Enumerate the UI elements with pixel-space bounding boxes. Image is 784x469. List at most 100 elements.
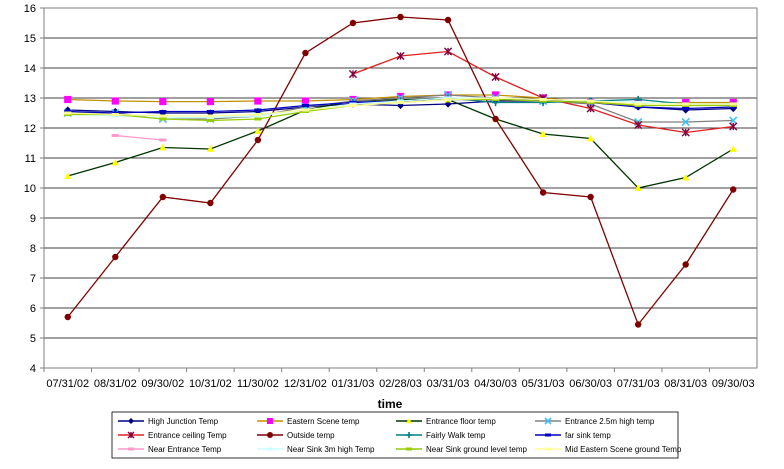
legend-item: far sink temp [535,431,611,440]
data-point [545,433,551,437]
data-point [254,108,262,112]
data-point [587,193,594,201]
data-point [443,47,453,56]
data-point [128,447,134,451]
y-tick-label: 10 [24,183,36,195]
data-point [729,122,738,131]
y-tick-labels: 4 5 6 7 8 9 10 11 12 13 14 15 16 [24,3,36,375]
data-point [159,98,167,106]
data-point [301,97,310,105]
legend-label: Near Sink ground level temp [426,445,527,454]
data-point [64,313,71,321]
data-point [544,417,552,425]
series-near-entrance-temp [111,134,167,142]
data-point [729,102,737,106]
x-tick-label: 07/31/02 [46,378,89,390]
legend-item: Fairly Walk temp [396,431,486,440]
y-tick-label: 11 [25,153,36,165]
legend-item: Entrance ceiling Temp [118,431,227,440]
data-point [267,418,273,424]
data-point [254,113,262,116]
data-point [111,158,119,166]
data-point [730,186,737,193]
legend-label: far sink temp [565,431,611,440]
legend-label: Near Sink 3m high Temp [287,445,375,454]
y-tick-label: 13 [24,93,36,105]
data-point [406,418,412,424]
legend-item: Entrance 2.5m high temp [535,417,655,426]
data-point [159,110,167,113]
data-point [207,199,214,207]
legend-label: Entrance floor temp [426,417,496,426]
y-tick-label: 14 [24,63,36,75]
y-tick-label: 8 [30,243,36,255]
data-point [64,172,72,179]
legend-item: Outside temp [257,431,335,440]
x-tick-label: 08/31/02 [94,378,137,390]
y-tick-label: 9 [30,213,36,225]
data-point [159,143,167,151]
data-point [634,184,642,191]
data-point [545,447,551,451]
data-point [206,114,214,118]
legend-label: Outside temp [287,431,335,440]
data-point [348,69,358,79]
x-tick-label: 12/31/02 [284,378,327,390]
data-point [491,72,500,82]
x-tick-label: 09/30/02 [141,378,184,390]
data-point [128,418,134,424]
y-tick-label: 15 [24,33,36,45]
data-point [539,189,547,196]
legend-item: Mid Eastern Scene ground Temp [535,445,682,454]
data-point [491,91,500,99]
data-point [681,128,690,137]
data-point [729,145,737,152]
data-point [396,101,405,104]
x-tick-label: 02/28/03 [379,378,422,390]
legend-label: Entrance 2.5m high temp [565,417,655,426]
data-point [539,98,547,101]
y-tick-label: 12 [24,123,36,135]
legend-label: Near Entrance Temp [148,445,222,454]
legend-item: Eastern Scene temp [257,417,360,426]
data-point [159,193,167,201]
data-point [254,97,262,105]
data-point [682,261,689,268]
data-point [111,113,119,116]
data-point [127,431,135,439]
data-point [682,107,690,110]
data-point [587,134,595,142]
series-line [115,134,163,141]
x-tick-label: 06/30/03 [569,378,612,390]
y-tick-label: 6 [30,303,36,315]
data-point [634,120,643,130]
data-point [111,134,119,137]
x-tick-label: 04/30/03 [474,378,517,390]
data-point [206,110,214,113]
legend-item: Near Sink ground level temp [396,445,527,454]
data-point [349,104,357,107]
series-entrance-ceiling-temp [348,47,738,137]
data-point [159,114,167,118]
data-point [302,49,309,57]
legend-label: Eastern Scene temp [287,417,360,426]
y-tick-label: 4 [30,363,36,375]
x-tick-label: 08/31/03 [664,378,707,390]
x-tick-label: 05/31/03 [522,378,565,390]
data-point [112,253,119,261]
data-point [254,117,262,121]
data-point [396,51,405,61]
x-tick-label: 11/30/02 [237,378,279,390]
legend-item: Entrance floor temp [396,417,496,426]
data-point [634,321,642,328]
series-line [352,50,734,134]
legend-item: Near Sink 3m high Temp [257,445,375,454]
data-point [587,99,595,103]
data-point [682,173,690,181]
series-mid-eastern-scene-ground-temp [64,96,737,118]
data-point [64,111,72,115]
data-point [301,104,310,107]
data-point [254,127,262,134]
data-point [159,117,167,121]
